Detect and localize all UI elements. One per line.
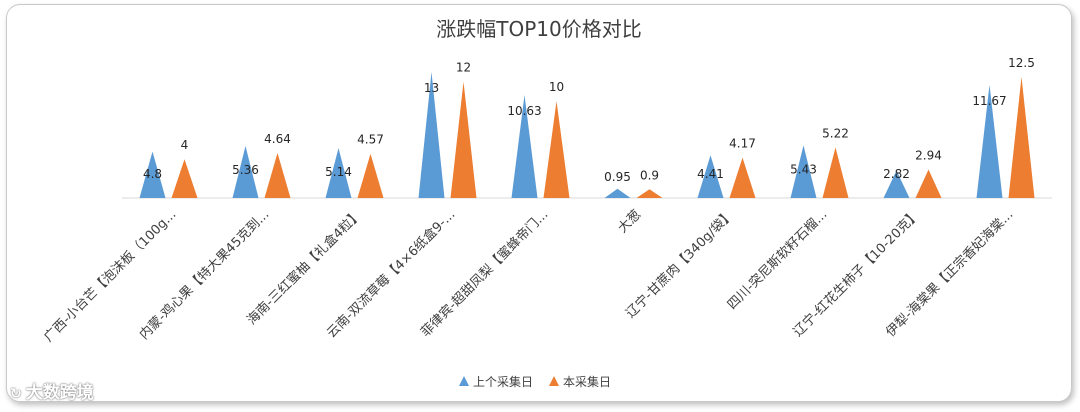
triangle-curr-9	[1008, 76, 1035, 198]
triangle-prev-6	[697, 155, 724, 198]
triangle-curr-3	[450, 81, 477, 198]
triangle-curr-7	[822, 147, 849, 198]
legend-label-0: 上个采集日	[473, 374, 533, 389]
triangle-prev-4	[511, 94, 538, 198]
triangle-prev-0	[139, 151, 166, 198]
data-label-curr-7: 5.22	[822, 126, 849, 140]
triangle-curr-4	[543, 101, 570, 198]
data-label-prev-2: 5.14	[325, 165, 352, 179]
category-label-5: 大葱	[615, 207, 644, 236]
logo-icon: ↻	[10, 386, 22, 402]
legend-label-1: 本采集日	[563, 374, 611, 389]
data-label-prev-3: 13	[424, 81, 439, 95]
triangle-prev-9	[976, 84, 1003, 198]
data-label-curr-0: 4	[181, 138, 189, 152]
data-label-prev-7: 5.43	[790, 162, 817, 176]
chart-card: 涨跌幅TOP10价格对比 4.8 4 广西-小台芒【泡沫板（100g... 5.36 4.…	[6, 4, 1072, 402]
data-label-curr-2: 4.57	[357, 133, 384, 147]
chart-svg: 涨跌幅TOP10价格对比4.84广西-小台芒【泡沫板（100g...5.364.…	[41, 17, 1052, 389]
legend-marker-0	[459, 376, 469, 386]
chart-title: 涨跌幅TOP10价格对比	[436, 17, 641, 41]
data-label-curr-5: 0.9	[640, 168, 659, 182]
watermark: ↻ 大数跨境	[10, 378, 94, 403]
triangle-prev-3	[418, 72, 445, 198]
triangle-curr-5	[636, 189, 663, 198]
data-label-curr-6: 4.17	[729, 137, 756, 151]
legend-marker-1	[549, 376, 559, 386]
data-label-prev-5: 0.95	[604, 170, 631, 184]
triangle-curr-0	[171, 159, 198, 198]
triangle-curr-8	[915, 169, 942, 198]
data-label-prev-9: 11.67	[972, 94, 1006, 108]
data-label-prev-4: 10.63	[507, 104, 541, 118]
triangle-prev-2	[325, 148, 352, 198]
triangle-curr-6	[729, 157, 756, 198]
data-label-curr-4: 10	[549, 80, 564, 94]
watermark-text: 大数跨境	[25, 383, 94, 403]
data-label-prev-6: 4.41	[697, 167, 724, 181]
category-label-7: 四川-突尼斯软籽石榴...	[724, 207, 830, 313]
triangle-prev-7	[790, 145, 817, 198]
data-label-curr-9: 12.5	[1008, 56, 1035, 70]
data-label-curr-3: 12	[456, 61, 471, 75]
data-label-curr-1: 4.64	[264, 132, 291, 146]
data-label-prev-0: 4.8	[143, 167, 162, 181]
data-label-prev-1: 5.36	[232, 163, 259, 177]
triangle-prev-8	[883, 170, 910, 198]
triangle-curr-2	[357, 153, 384, 198]
triangle-curr-1	[264, 153, 291, 198]
data-label-prev-8: 2.82	[883, 167, 910, 181]
triangle-prev-5	[604, 188, 631, 198]
data-label-curr-8: 2.94	[915, 149, 942, 163]
triangle-prev-1	[232, 146, 259, 198]
category-label-6: 辽宁-甘蔗肉【340g/袋】	[623, 207, 738, 322]
